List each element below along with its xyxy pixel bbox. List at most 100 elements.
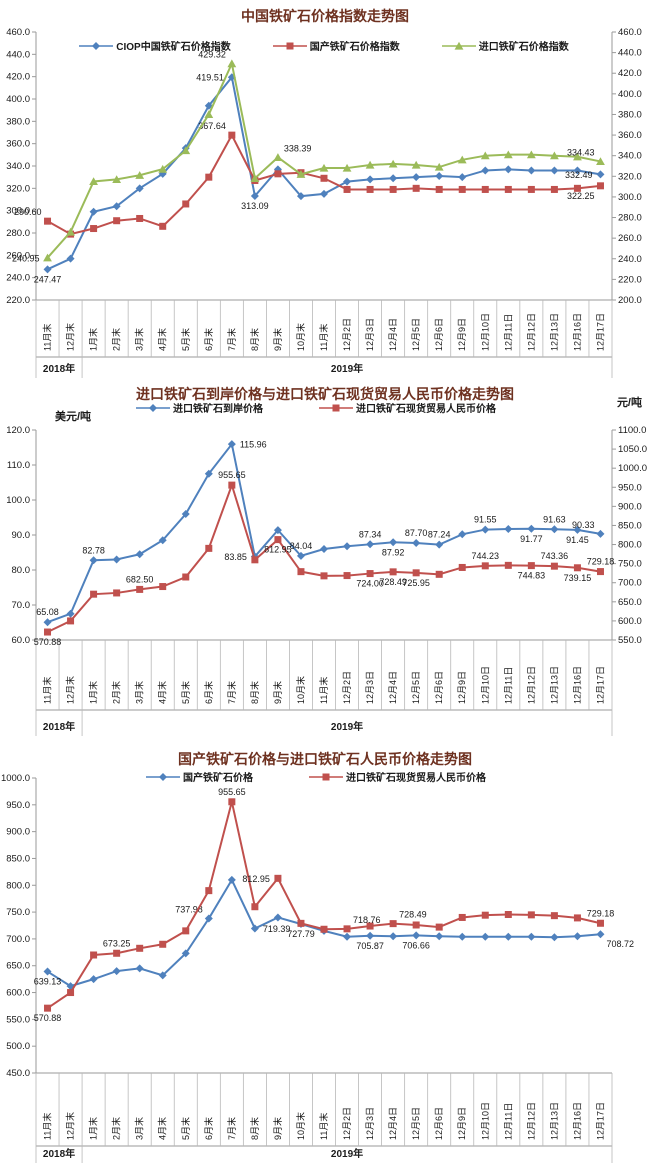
legend-marker-square-icon [319, 404, 353, 411]
data-point-marker [90, 951, 98, 959]
category-tick-label: 8月末 [249, 328, 260, 351]
data-point-marker [228, 131, 236, 139]
category-tick-label: 12月17日 [595, 313, 605, 351]
left-axis-unit-label: 美元/吨 [55, 411, 92, 423]
right-axis-tick-label: 850.0 [618, 520, 642, 531]
data-point-marker [573, 932, 582, 941]
data-point-marker [113, 949, 121, 957]
data-point-marker [112, 967, 121, 976]
data-point-marker [550, 912, 558, 920]
data-point-marker [181, 949, 190, 958]
data-point-marker [66, 254, 75, 263]
right-axis-tick-label: 220.0 [618, 274, 642, 285]
data-point-label: 332.49 [565, 170, 593, 180]
data-point-marker [273, 526, 282, 535]
category-tick-label: 4月末 [157, 328, 168, 351]
data-point-label: 90.33 [572, 520, 595, 530]
category-tick-label: 12月13日 [549, 313, 559, 351]
category-axis: 11月末 12月末 1月末 2月末 3月末 4月末 5月末 6月末 7月末 8月末 9月末 10月末 1… [35, 1073, 613, 1146]
data-point-label: 724.00 [356, 579, 384, 589]
data-point-marker [435, 172, 444, 181]
data-point-label: 639.13 [34, 977, 62, 987]
data-point-label: 87.34 [359, 529, 382, 539]
series-1: 570.88 682.50 955.65 812.95 724.00728.49725.… [34, 470, 614, 647]
legend-label: 国产铁矿石价格 [183, 773, 253, 784]
legend-item-import-index: 进口铁矿石价格指数 [441, 38, 569, 53]
right-axis-tick-label: 280.0 [618, 213, 642, 224]
data-point-label: 673.25 [103, 938, 131, 948]
data-point-label: 955.65 [218, 470, 246, 480]
legend-label: 进口铁矿石到岸价格 [173, 404, 263, 415]
series-line [47, 481, 601, 633]
data-point-marker [136, 214, 144, 222]
data-point-marker [251, 903, 259, 911]
axes-frame: 460.0 440.0 420.0 400.0 380.0 360.0 340.0 320.0… [6, 27, 642, 358]
data-point-marker [596, 568, 604, 576]
category-tick-label: 6月末 [203, 328, 214, 351]
data-point-marker [503, 150, 513, 159]
data-point-marker [274, 874, 282, 882]
data-point-marker [89, 177, 98, 186]
left-axis-tick-label: 300.0 [6, 206, 30, 217]
category-tick-label: 7月末 [226, 681, 237, 704]
data-point-marker [205, 544, 213, 552]
data-point-label: 744.83 [518, 571, 546, 581]
data-point-marker [159, 940, 167, 948]
data-point-label: 744.23 [472, 551, 500, 561]
category-tick-label: 12月9日 [457, 318, 467, 351]
data-point-label: 706.66 [402, 940, 430, 950]
data-point-marker [43, 618, 52, 627]
data-point-marker [366, 175, 375, 184]
data-point-marker [343, 932, 352, 941]
data-point-label: 91.45 [566, 535, 589, 545]
chart-title-import-price: 进口铁矿石到岸价格与进口铁矿石现货贸易人民币价格走势图 [136, 386, 514, 402]
category-tick-label: 4月末 [157, 681, 168, 704]
data-point-marker [135, 171, 145, 179]
right-axis-tick-label: 1100.0 [618, 425, 646, 436]
data-point-marker [550, 933, 559, 942]
data-point-marker [412, 539, 421, 548]
category-tick-label: 12月12日 [526, 666, 536, 704]
left-axis-tick-label: 90.0 [12, 530, 31, 541]
data-point-marker [136, 944, 144, 952]
category-tick-label: 12月3日 [365, 318, 375, 351]
data-point-marker [412, 931, 421, 940]
data-point-marker [319, 163, 329, 172]
right-axis-tick-label: 1050.0 [618, 444, 647, 455]
data-point-marker [89, 207, 98, 216]
left-axis-tick-label: 280.0 [6, 228, 30, 239]
category-tick-label: 12月2日 [342, 318, 352, 351]
legend-label: 进口铁矿石价格指数 [478, 42, 569, 53]
left-axis-tick-label: 460.0 [6, 27, 30, 38]
legend-label: 国产铁矿石价格指数 [309, 42, 400, 53]
data-point-marker [228, 481, 236, 489]
left-axis-tick-label: 120.0 [6, 425, 30, 436]
category-axis: 11月末 12月末 1月末 2月末 3月末 4月末 5月末 6月末 7月末 8月末 9月末 10月末 1… [35, 640, 613, 710]
data-point-marker [527, 524, 536, 533]
data-point-marker [573, 564, 581, 572]
category-tick-label: 12月13日 [549, 666, 559, 704]
data-point-label: 313.09 [241, 201, 269, 211]
data-point-marker [389, 538, 398, 547]
category-tick-label: 7月末 [226, 1117, 237, 1140]
data-point-marker [527, 562, 535, 570]
left-axis-tick-label: 60.0 [12, 635, 31, 646]
data-point-marker [481, 562, 489, 570]
data-point-marker [573, 152, 582, 161]
data-point-marker [504, 165, 513, 174]
data-point-marker [550, 185, 558, 193]
data-point-marker [596, 930, 605, 939]
right-axis-tick-label: 600.0 [618, 616, 642, 627]
right-axis-tick-label: 420.0 [618, 68, 642, 79]
category-tick-label: 12月11日 [503, 314, 513, 351]
triangle-legend-glyph [454, 41, 464, 50]
legend-item-cif-price: 进口铁矿石到岸价格 [136, 400, 263, 415]
right-axis-tick-label: 800.0 [618, 540, 642, 551]
data-point-marker [343, 177, 352, 186]
year-band-axis: 2018年 2019年 [35, 710, 613, 736]
data-point-marker [228, 798, 236, 806]
category-tick-label: 12月3日 [365, 671, 375, 704]
category-tick-label: 12月11日 [503, 667, 513, 704]
data-point-label: 83.85 [224, 552, 247, 562]
data-point-marker [181, 510, 190, 518]
